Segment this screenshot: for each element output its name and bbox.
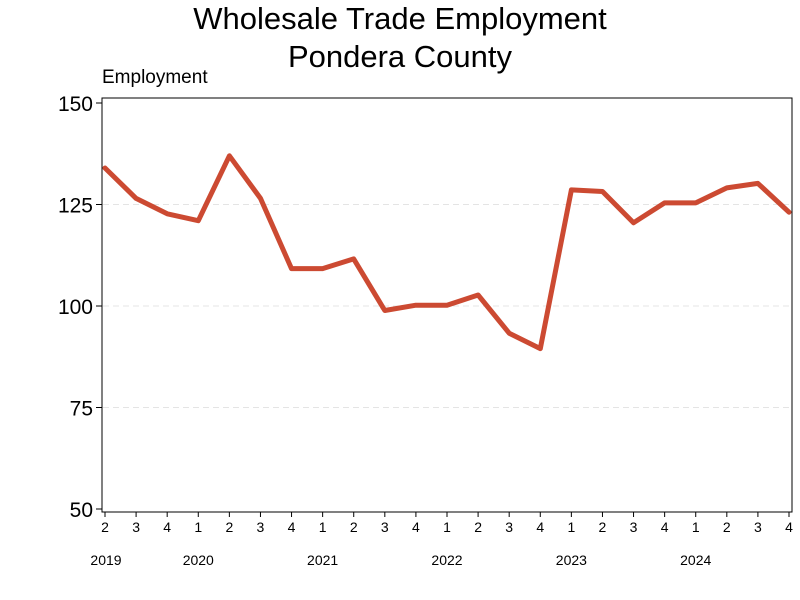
x-tick-label: 3 xyxy=(630,519,638,535)
y-tick-label: 100 xyxy=(58,296,93,319)
x-tick-label: 1 xyxy=(443,519,451,535)
x-tick-label: 1 xyxy=(194,519,202,535)
x-tick-label: 2 xyxy=(474,519,482,535)
x-year-label: 2024 xyxy=(680,552,711,568)
x-tick-label: 4 xyxy=(785,519,793,535)
series-line xyxy=(102,153,792,352)
x-tick-label: 2 xyxy=(225,519,233,535)
x-tick-label: 3 xyxy=(381,519,389,535)
x-tick-label: 3 xyxy=(132,519,140,535)
x-tick-label: 1 xyxy=(692,519,700,535)
x-tick-label: 2 xyxy=(350,519,358,535)
x-year-label: 2022 xyxy=(431,552,462,568)
x-tick-label: 4 xyxy=(661,519,669,535)
series-group xyxy=(102,153,792,352)
x-tick-label: 3 xyxy=(505,519,513,535)
y-tick-label: 75 xyxy=(70,398,93,421)
x-year-label: 2023 xyxy=(556,552,587,568)
x-tick-label: 4 xyxy=(412,519,420,535)
x-tick-label: 3 xyxy=(754,519,762,535)
x-axis: 2 3 4 1 2 3 4 1 2 3 4 1 2 3 4 1 2 3 4 1 2 3 4 2019 2020 2021 2022 2… xyxy=(90,512,793,568)
x-tick-label: 2 xyxy=(101,519,109,535)
chart-title: Wholesale Trade Employment xyxy=(193,1,607,36)
x-tick-label: 4 xyxy=(288,519,296,535)
x-tick-label: 3 xyxy=(257,519,265,535)
x-year-label: 2019 xyxy=(90,552,121,568)
x-year-label: 2020 xyxy=(183,552,214,568)
y-tick-label: 125 xyxy=(58,195,93,218)
x-tick-label: 1 xyxy=(319,519,327,535)
x-tick-label: 2 xyxy=(723,519,731,535)
y-tick-label: 150 xyxy=(58,93,93,116)
y-axis: 50 75 100 125 150 xyxy=(58,93,102,522)
chart-subtitle: Pondera County xyxy=(287,39,513,74)
x-year-label: 2021 xyxy=(307,552,338,568)
y-tick-label: 50 xyxy=(70,499,93,522)
x-tick-label: 4 xyxy=(536,519,544,535)
x-tick-label: 4 xyxy=(163,519,171,535)
y-axis-label: Employment xyxy=(102,67,208,88)
x-tick-label: 2 xyxy=(599,519,607,535)
x-tick-label: 1 xyxy=(567,519,575,535)
